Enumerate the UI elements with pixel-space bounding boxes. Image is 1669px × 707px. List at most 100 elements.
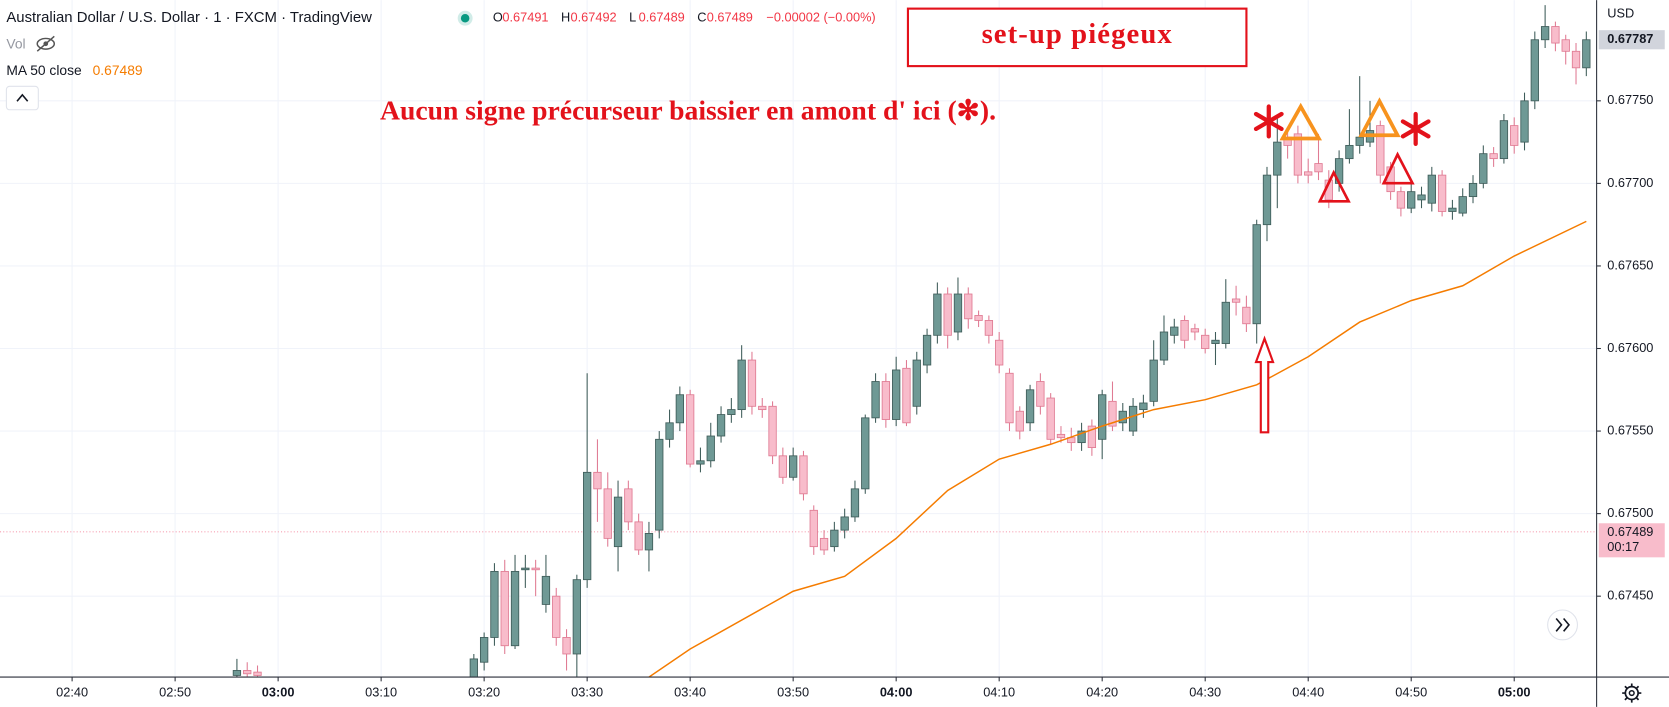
last-price-label: 0.67787 [1607,31,1653,46]
grid [0,0,1597,678]
ohlc-key: O [493,10,503,25]
candle-body [1159,331,1169,361]
candle-body [850,488,860,518]
candle-body [696,460,705,465]
asterisk-mark [1400,111,1431,146]
candle-body [953,293,963,333]
candle-body [1293,133,1303,176]
triangle-marker [1381,151,1415,185]
volume-label: Vol [6,35,25,51]
y-tick-label: 0.67500 [1607,505,1653,520]
candle-body [1170,326,1179,336]
candle-body [1149,359,1158,402]
candle-body [1571,50,1581,69]
candle-body [572,579,581,655]
x-tick-label: 03:30 [571,684,603,699]
candle-body [1304,171,1313,176]
price-label-value: 0.67489 [1607,524,1653,539]
candle-body [995,339,1004,366]
candle-body [500,570,509,647]
x-tick-label: 05:00 [1498,684,1531,699]
candle-body [819,537,829,551]
ohlc-value: 0.67491 [502,10,548,25]
candle-body [243,670,252,675]
candle-body [1128,405,1138,432]
y-tick-label: 0.67450 [1607,588,1653,603]
up-arrow [1254,335,1275,434]
candle-body [1582,39,1591,69]
candle-body [634,521,643,551]
candle-body [789,455,798,478]
annotation-box [906,7,1248,68]
candle-body [1489,153,1498,160]
annotation-title: set-up piégeux [982,18,1173,50]
candle-body [1046,397,1055,440]
candle-body [1190,328,1200,333]
x-tick-label: 04:20 [1086,684,1118,699]
candle-body [1273,141,1282,176]
candle-body [830,529,839,548]
x-tick-label: 04:00 [880,684,913,699]
triangle-marker [1358,97,1401,138]
x-tick-label: 04:50 [1395,684,1427,699]
x-tick-label: 02:40 [56,684,88,699]
x-tick-label: 04:40 [1292,684,1324,699]
candle-body [1499,120,1509,160]
candle-body [984,320,994,336]
settings-button[interactable] [1622,683,1642,703]
last-price-box [1598,30,1665,50]
collapse-button[interactable] [5,85,39,111]
candle-body [1221,301,1230,344]
asterisk-mark [1253,104,1284,139]
candle-body [1262,174,1272,226]
candle-body [716,414,726,437]
candle-body [871,381,880,419]
candle-body [922,334,932,366]
x-tick-label: 03:40 [674,684,706,699]
candle-body [1180,320,1189,341]
candle-body [1551,26,1560,44]
candle-body [1015,410,1024,432]
candle-body [1417,194,1426,201]
y-tick-label: 0.67750 [1607,92,1653,107]
ohlc-value: 0.67489 [639,10,685,25]
axes: 0.67450 0.67500 0.67550 0.67600 0.67650 0.677… [56,30,1665,699]
candle-body [1242,306,1251,325]
ohlc-value: 0.67489 [707,10,753,25]
candle-body [1252,224,1261,325]
y-tick-label: 0.67600 [1607,340,1653,355]
ohlc-change: −0.00002 (−0.00%) [766,10,875,25]
candle-body [840,516,849,531]
candle-body [768,405,777,457]
candle-body [943,293,952,336]
candle-body [1139,402,1148,411]
candle-body [479,637,489,663]
candle-body [510,570,520,647]
candle-body [1314,163,1323,173]
candle-body [1355,136,1364,146]
ohlc-key: H [561,10,570,25]
price-label-box [1598,523,1665,558]
candle-body [552,595,561,638]
x-tick-label: 03:20 [468,684,500,699]
candle-body [1427,174,1436,204]
candle-body [1458,196,1467,214]
candle-body [253,671,262,676]
ohlc-legend: O 0.67491 H 0.67492 L 0.67489 C 0.67489 −0.00002… [493,10,876,25]
eye-icon[interactable] [36,35,56,52]
candle-body [686,394,695,465]
x-tick-label: 04:30 [1189,684,1221,699]
candle-body [1448,207,1457,212]
ma-legend-name: MA 50 close [6,62,82,78]
candle-body [892,369,901,420]
candle-body [1520,100,1529,143]
candle-body [531,567,540,571]
candle-body [706,435,715,462]
candle-body [1077,430,1086,444]
scroll-right-button[interactable] [1547,609,1578,641]
y-tick-label: 0.67550 [1607,422,1653,437]
candle-body [232,670,242,676]
candle-body [1561,39,1570,52]
status-dot [460,13,470,23]
